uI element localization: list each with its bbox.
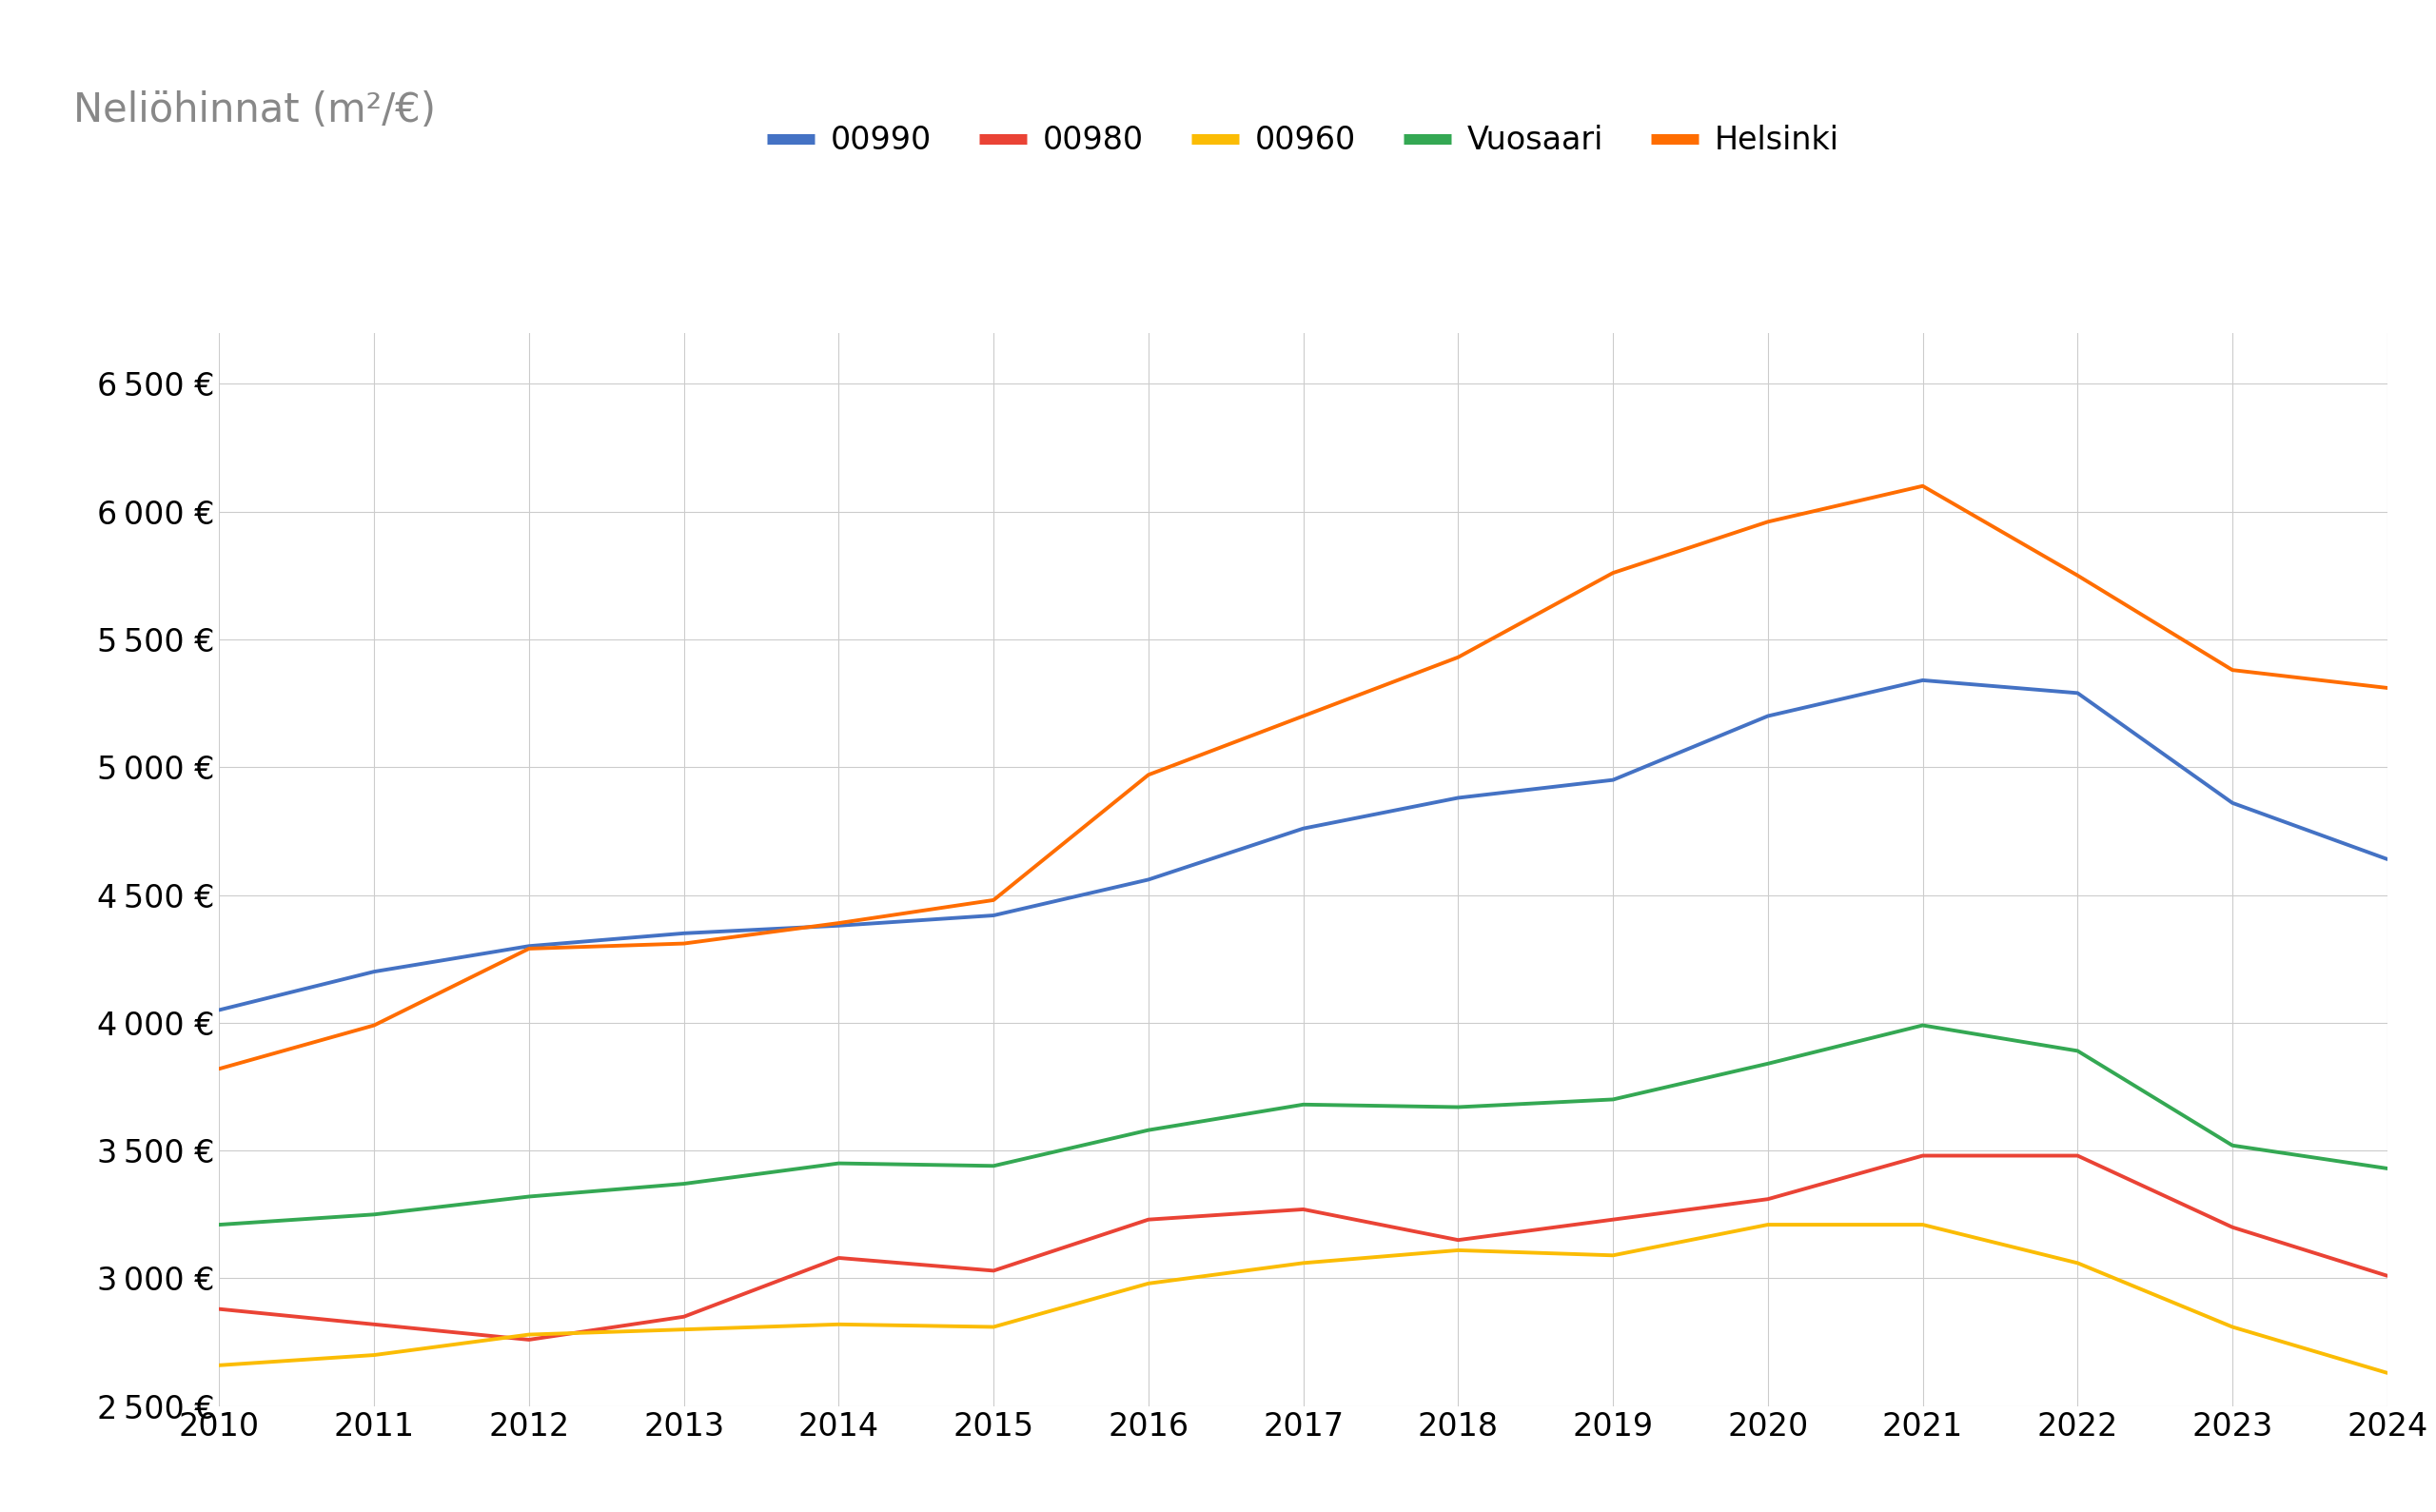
Helsinki (2063, 567, 2093, 585)
00980 (2373, 1267, 2402, 1285)
00960 (670, 1320, 699, 1338)
00980 (2217, 1219, 2246, 1237)
Line: 00960: 00960 (219, 1225, 2387, 1373)
00980 (1598, 1211, 1627, 1229)
00980 (514, 1331, 543, 1349)
00960 (2063, 1253, 2093, 1272)
Line: 00980: 00980 (219, 1155, 2387, 1340)
00990 (2373, 850, 2402, 868)
Helsinki (514, 939, 543, 957)
00960 (1289, 1253, 1318, 1272)
00960 (514, 1326, 543, 1344)
00960 (1598, 1246, 1627, 1264)
Helsinki (1289, 708, 1318, 726)
Vuosaari (1907, 1016, 1937, 1034)
Helsinki (361, 1016, 390, 1034)
Vuosaari (1754, 1054, 1783, 1072)
00980 (1754, 1190, 1783, 1208)
00980 (1133, 1211, 1162, 1229)
00980 (823, 1249, 853, 1267)
Vuosaari (2063, 1042, 2093, 1060)
00990 (205, 1001, 234, 1019)
Line: Helsinki: Helsinki (219, 485, 2387, 1069)
Line: Vuosaari: Vuosaari (219, 1025, 2387, 1225)
Helsinki (1133, 765, 1162, 783)
00980 (2063, 1146, 2093, 1164)
00990 (1133, 871, 1162, 889)
00990 (670, 924, 699, 942)
00980 (361, 1315, 390, 1334)
Vuosaari (361, 1205, 390, 1223)
Helsinki (2373, 679, 2402, 697)
00960 (1133, 1275, 1162, 1293)
00980 (979, 1261, 1009, 1279)
Helsinki (1598, 564, 1627, 582)
Legend: 00990, 00980, 00960, Vuosaari, Helsinki: 00990, 00980, 00960, Vuosaari, Helsinki (755, 112, 1851, 169)
Vuosaari (2373, 1160, 2402, 1178)
Helsinki (1445, 649, 1474, 667)
00960 (1445, 1241, 1474, 1259)
00980 (1445, 1231, 1474, 1249)
Vuosaari (979, 1157, 1009, 1175)
Vuosaari (1598, 1090, 1627, 1108)
Text: Neliöhinnat (m²/€): Neliöhinnat (m²/€) (73, 91, 436, 130)
00980 (205, 1300, 234, 1318)
00990 (1445, 789, 1474, 807)
00980 (670, 1308, 699, 1326)
00980 (1289, 1201, 1318, 1219)
Helsinki (1754, 513, 1783, 531)
00990 (1598, 771, 1627, 789)
Vuosaari (1289, 1096, 1318, 1114)
Vuosaari (670, 1175, 699, 1193)
00990 (361, 963, 390, 981)
00960 (1754, 1216, 1783, 1234)
00990 (1907, 671, 1937, 689)
00990 (2063, 683, 2093, 702)
00960 (823, 1315, 853, 1334)
Vuosaari (514, 1187, 543, 1205)
00960 (361, 1346, 390, 1364)
00990 (2217, 794, 2246, 812)
Helsinki (670, 934, 699, 953)
00990 (823, 916, 853, 934)
Vuosaari (205, 1216, 234, 1234)
Helsinki (205, 1060, 234, 1078)
Line: 00990: 00990 (219, 680, 2387, 1010)
00980 (1907, 1146, 1937, 1164)
00990 (1289, 820, 1318, 838)
00990 (1754, 708, 1783, 726)
00960 (1907, 1216, 1937, 1234)
Helsinki (823, 913, 853, 931)
00990 (979, 906, 1009, 924)
00960 (979, 1318, 1009, 1337)
Vuosaari (823, 1154, 853, 1172)
Helsinki (2217, 661, 2246, 679)
00960 (205, 1356, 234, 1374)
Helsinki (979, 891, 1009, 909)
Helsinki (1907, 476, 1937, 494)
00990 (514, 937, 543, 956)
Vuosaari (1133, 1120, 1162, 1139)
Vuosaari (1445, 1098, 1474, 1116)
Vuosaari (2217, 1137, 2246, 1155)
00960 (2217, 1318, 2246, 1337)
00960 (2373, 1364, 2402, 1382)
